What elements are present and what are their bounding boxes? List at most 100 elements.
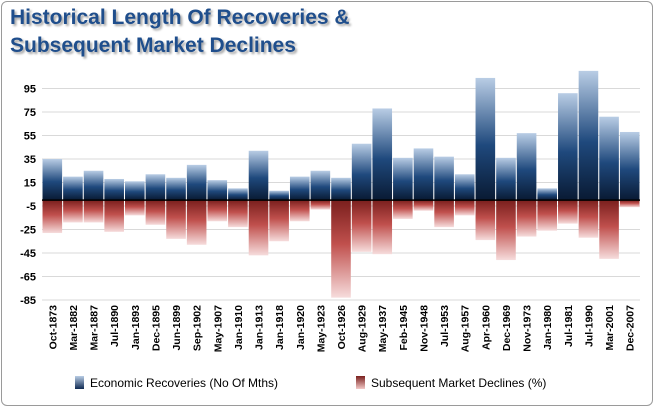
legend-swatch-declines	[356, 376, 365, 389]
bar-recovery	[228, 188, 248, 201]
x-tick-label: Dec-1969	[501, 305, 513, 351]
bar-decline	[145, 200, 166, 225]
bar-decline	[248, 200, 269, 256]
bar-recovery	[207, 180, 228, 201]
x-tick-label: Jan-1913	[254, 305, 266, 350]
bars	[42, 70, 640, 298]
legend-label-recoveries: Economic Recoveries (No Of Mths)	[90, 376, 278, 390]
bar-recovery	[454, 174, 475, 201]
bar-recovery	[516, 133, 537, 201]
x-tick-label: Feb-1945	[398, 305, 410, 351]
x-tick-label: Sep-1902	[192, 305, 204, 351]
bar-recovery	[248, 150, 269, 201]
x-tick-label: Jul-1953	[439, 305, 451, 347]
bar-decline	[269, 200, 289, 242]
x-tick-label: Oct-1926	[336, 305, 348, 350]
x-tick-label: Dec-2007	[625, 305, 637, 351]
bar-decline	[619, 200, 640, 208]
bar-recovery	[145, 174, 166, 201]
y-tick-label: -65	[20, 272, 36, 284]
bar-decline	[454, 200, 475, 216]
bar-decline	[413, 200, 434, 211]
x-tick-label: Jul-1890	[109, 305, 121, 347]
bar-recovery	[537, 188, 558, 201]
bar-recovery	[372, 108, 393, 201]
y-tick-label: 95	[24, 84, 36, 96]
x-tick-label: Mar-1882	[68, 305, 80, 351]
bar-decline	[434, 200, 454, 228]
legend-swatch-recoveries	[75, 376, 84, 389]
bar-decline	[537, 200, 558, 231]
x-tick-label: May-1907	[212, 305, 224, 352]
y-tick-label: 15	[24, 178, 36, 190]
x-tick-label: Jan-1893	[130, 305, 142, 350]
bar-recovery	[351, 143, 372, 201]
legend-label-declines: Subsequent Market Declines (%)	[371, 376, 546, 390]
x-tick-label: Nov-1973	[522, 305, 534, 352]
x-tick-label: May-1937	[377, 305, 389, 352]
x-tick-label: Oct-1873	[47, 305, 59, 350]
bar-recovery	[42, 159, 63, 201]
x-tick-label: Jan-1910	[233, 305, 245, 350]
bar-decline	[496, 200, 516, 261]
x-tick-label: Jul-1981	[563, 305, 575, 347]
y-tick-label: 35	[24, 154, 36, 166]
y-axis-ticks: 95 75 55 35 15 -5 -25 -45 -65 -85	[20, 84, 36, 308]
x-tick-label: Jan-1918	[274, 305, 286, 350]
bar-decline	[124, 200, 145, 216]
y-tick-label: -5	[26, 201, 36, 213]
bar-decline	[516, 200, 537, 237]
x-tick-label: Aug-1929	[357, 305, 369, 352]
y-tick-label: 75	[24, 107, 36, 119]
bar-recovery	[63, 176, 83, 201]
bar-decline	[558, 200, 578, 224]
bar-decline	[166, 200, 186, 239]
bar-recovery	[434, 156, 454, 201]
chart-title: Historical Length Of Recoveries & Subseq…	[10, 6, 350, 57]
x-tick-label: May-1923	[315, 305, 327, 352]
bar-decline	[351, 200, 372, 252]
bar-decline	[578, 200, 599, 238]
bar-decline	[475, 200, 496, 241]
x-tick-label: Apr-1960	[480, 305, 492, 350]
bar-recovery	[83, 170, 104, 201]
y-tick-label: -25	[20, 225, 36, 237]
bar-recovery	[496, 157, 516, 201]
x-tick-label: Mar-2001	[604, 305, 616, 351]
bar-recovery	[124, 181, 145, 201]
x-tick-label: Jan-1980	[542, 305, 554, 350]
bar-recovery	[104, 178, 124, 201]
bar-recovery	[269, 190, 289, 201]
bar-recovery	[289, 176, 310, 201]
bar-recovery	[166, 177, 186, 201]
bar-decline	[599, 200, 619, 259]
x-tick-label: Mar-1887	[89, 305, 101, 351]
x-tick-label: Nov-1948	[418, 305, 430, 352]
bar-decline	[289, 200, 310, 222]
bar-decline	[393, 200, 413, 219]
x-axis-ticks: Oct-1873 Mar-1882 Mar-1887 Jul-1890 Jan-1893…	[47, 305, 636, 352]
bar-decline	[372, 200, 393, 255]
bar-recovery	[475, 77, 496, 201]
bar-recovery	[413, 148, 434, 201]
x-tick-label: Jun-1899	[171, 305, 183, 351]
bar-decline	[83, 200, 104, 223]
bar-recovery	[619, 131, 640, 201]
x-tick-label: Jul-1990	[583, 305, 595, 347]
bar-recovery	[558, 93, 578, 201]
bar-recovery	[599, 116, 619, 201]
bar-decline	[104, 200, 124, 232]
y-tick-label: -85	[20, 295, 36, 307]
bar-recovery	[310, 170, 331, 201]
bar-decline	[310, 200, 331, 210]
bar-recovery	[331, 177, 351, 201]
bar-decline	[331, 200, 351, 298]
bar-recovery	[578, 70, 599, 201]
bar-decline	[228, 200, 248, 228]
bar-decline	[207, 200, 228, 222]
y-tick-label: 55	[24, 131, 36, 143]
x-tick-label: Jan-1920	[295, 305, 307, 350]
x-tick-label: Aug-1957	[460, 305, 472, 352]
x-tick-label: Dec-1895	[150, 305, 162, 351]
